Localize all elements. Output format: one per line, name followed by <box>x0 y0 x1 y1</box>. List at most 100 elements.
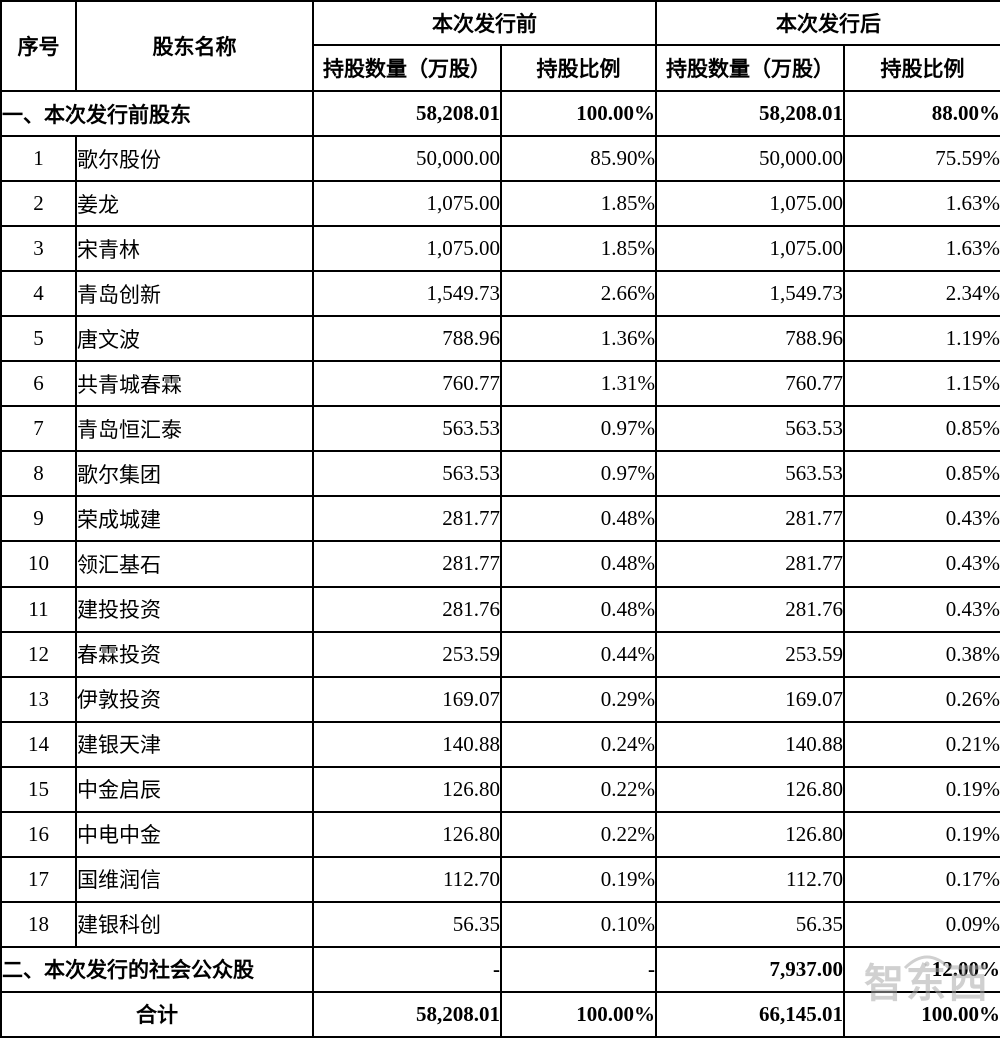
shareholder-name: 中电中金 <box>75 810 314 858</box>
shareholder-row: 10 领汇基石 281.77 0.48% 281.77 0.43% <box>0 540 1000 588</box>
shares-before: 788.96 <box>312 315 502 363</box>
row-number: 9 <box>0 495 77 543</box>
ratio-after: 0.21% <box>843 720 1000 768</box>
section1-shares-after: 58,208.01 <box>655 89 845 138</box>
shares-after: 169.07 <box>655 675 845 723</box>
shares-after: 126.80 <box>655 765 845 813</box>
total-shares-after: 66,145.01 <box>655 990 845 1038</box>
shares-before: 281.77 <box>312 495 502 543</box>
row-number: 15 <box>0 765 77 813</box>
ratio-before: 2.66% <box>500 270 657 318</box>
shareholder-row: 18 建银科创 56.35 0.10% 56.35 0.09% <box>0 900 1000 948</box>
shares-before: 281.77 <box>312 540 502 588</box>
ratio-after: 2.34% <box>843 270 1000 318</box>
shareholder-row: 9 荣成城建 281.77 0.48% 281.77 0.43% <box>0 495 1000 543</box>
row-number: 5 <box>0 315 77 363</box>
ratio-after: 1.19% <box>843 315 1000 363</box>
shareholder-row: 6 共青城春霖 760.77 1.31% 760.77 1.15% <box>0 360 1000 408</box>
header-group-before: 本次发行前 <box>312 0 657 46</box>
shareholder-name: 青岛恒汇泰 <box>75 405 314 453</box>
shares-after: 50,000.00 <box>655 135 845 183</box>
ratio-before: 1.85% <box>500 225 657 273</box>
shareholder-name: 歌尔股份 <box>75 135 314 183</box>
row-number: 17 <box>0 855 77 903</box>
shareholder-name: 建投投资 <box>75 585 314 633</box>
ratio-before: 85.90% <box>500 135 657 183</box>
ratio-after: 1.63% <box>843 180 1000 228</box>
header-col-no: 序号 <box>0 0 77 92</box>
section1-shares-before: 58,208.01 <box>312 89 502 138</box>
shares-after: 281.77 <box>655 540 845 588</box>
shareholder-row: 16 中电中金 126.80 0.22% 126.80 0.19% <box>0 810 1000 858</box>
shareholder-row: 13 伊敦投资 169.07 0.29% 169.07 0.26% <box>0 675 1000 723</box>
ratio-before: 0.22% <box>500 810 657 858</box>
shareholder-name: 姜龙 <box>75 180 314 228</box>
ratio-before: 0.97% <box>500 405 657 453</box>
header-shares-after: 持股数量（万股） <box>655 44 845 92</box>
ratio-before: 0.24% <box>500 720 657 768</box>
total-ratio-before: 100.00% <box>500 990 657 1038</box>
row-number: 8 <box>0 450 77 498</box>
ratio-after: 0.43% <box>843 585 1000 633</box>
shareholder-name: 青岛创新 <box>75 270 314 318</box>
data-rows-tbody: 1 歌尔股份 50,000.00 85.90% 50,000.00 75.59%… <box>0 135 1000 948</box>
section-row-pre-issue: 一、本次发行前股东 58,208.01 100.00% 58,208.01 88… <box>0 89 1000 138</box>
total-shares-before: 58,208.01 <box>312 990 502 1038</box>
shareholder-row: 12 春霖投资 253.59 0.44% 253.59 0.38% <box>0 630 1000 678</box>
shareholder-row: 11 建投投资 281.76 0.48% 281.76 0.43% <box>0 585 1000 633</box>
shareholder-name: 建银科创 <box>75 900 314 948</box>
row-number: 16 <box>0 810 77 858</box>
shares-before: 563.53 <box>312 450 502 498</box>
shares-before: 253.59 <box>312 630 502 678</box>
section-label-public-shares: 二、本次发行的社会公众股 <box>0 945 314 993</box>
ratio-after: 0.85% <box>843 405 1000 453</box>
total-row: 合计 58,208.01 100.00% 66,145.01 100.00% <box>0 990 1000 1038</box>
header-ratio-after: 持股比例 <box>843 44 1000 92</box>
ratio-after: 1.15% <box>843 360 1000 408</box>
shares-after: 253.59 <box>655 630 845 678</box>
shareholder-row: 17 国维润信 112.70 0.19% 112.70 0.17% <box>0 855 1000 903</box>
shareholder-name: 共青城春霖 <box>75 360 314 408</box>
ratio-before: 0.97% <box>500 450 657 498</box>
shareholder-name: 伊敦投资 <box>75 675 314 723</box>
shareholder-name: 唐文波 <box>75 315 314 363</box>
shares-before: 1,549.73 <box>312 270 502 318</box>
shares-after: 760.77 <box>655 360 845 408</box>
shares-before: 281.76 <box>312 585 502 633</box>
ratio-after: 0.38% <box>843 630 1000 678</box>
shares-after: 126.80 <box>655 810 845 858</box>
ratio-before: 1.31% <box>500 360 657 408</box>
ratio-before: 0.29% <box>500 675 657 723</box>
row-number: 3 <box>0 225 77 273</box>
row-number: 4 <box>0 270 77 318</box>
section2-shares-before: - <box>312 945 502 993</box>
section1-ratio-before: 100.00% <box>500 89 657 138</box>
shares-before: 112.70 <box>312 855 502 903</box>
row-number: 6 <box>0 360 77 408</box>
row-number: 18 <box>0 900 77 948</box>
shares-after: 140.88 <box>655 720 845 768</box>
shares-after: 1,075.00 <box>655 180 845 228</box>
shares-before: 563.53 <box>312 405 502 453</box>
shares-before: 50,000.00 <box>312 135 502 183</box>
section1-ratio-after: 88.00% <box>843 89 1000 138</box>
ratio-after: 0.19% <box>843 810 1000 858</box>
shares-before: 126.80 <box>312 765 502 813</box>
shareholder-name: 中金启辰 <box>75 765 314 813</box>
ratio-after: 0.26% <box>843 675 1000 723</box>
shares-after: 56.35 <box>655 900 845 948</box>
shareholder-row: 14 建银天津 140.88 0.24% 140.88 0.21% <box>0 720 1000 768</box>
ratio-after: 0.43% <box>843 495 1000 543</box>
ratio-after: 0.17% <box>843 855 1000 903</box>
ratio-before: 0.44% <box>500 630 657 678</box>
shareholder-row: 15 中金启辰 126.80 0.22% 126.80 0.19% <box>0 765 1000 813</box>
row-number: 2 <box>0 180 77 228</box>
total-label: 合计 <box>0 990 314 1038</box>
row-number: 12 <box>0 630 77 678</box>
ratio-before: 1.36% <box>500 315 657 363</box>
shares-before: 56.35 <box>312 900 502 948</box>
shares-after: 112.70 <box>655 855 845 903</box>
row-number: 1 <box>0 135 77 183</box>
ratio-before: 0.10% <box>500 900 657 948</box>
